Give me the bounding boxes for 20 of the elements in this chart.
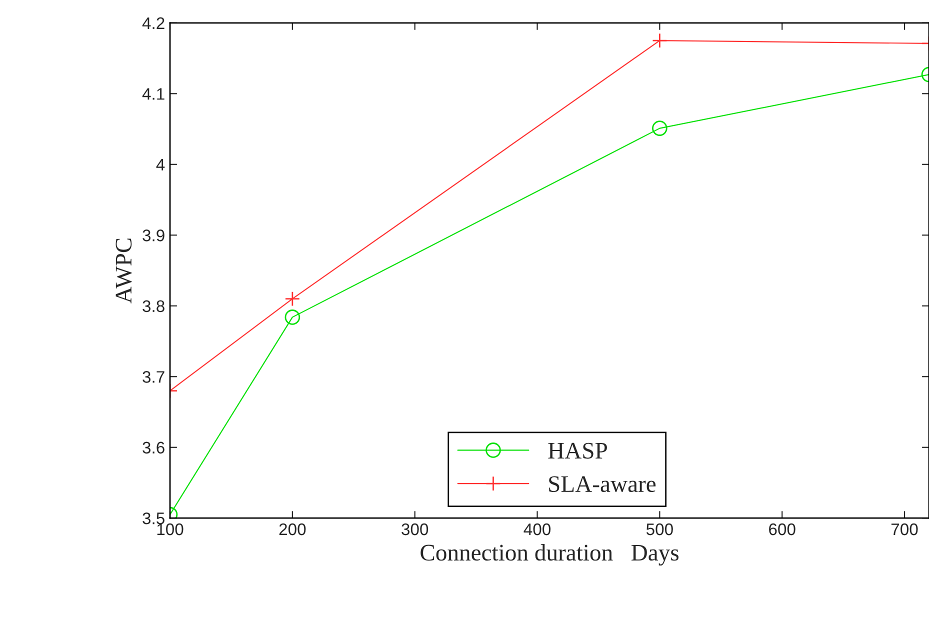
y-tick-label: 4.1 xyxy=(142,88,164,100)
y-axis-title: AWPC xyxy=(116,238,132,304)
point xyxy=(652,120,668,136)
y-tick-label: 3.8 xyxy=(142,300,164,312)
y-tick-label: 3.9 xyxy=(142,230,164,242)
y-tick-label: 3.5 xyxy=(142,512,164,524)
x-tick-label: 100 xyxy=(157,523,184,536)
x-tick-label: 300 xyxy=(402,523,428,536)
legend-label: HASP xyxy=(548,442,607,459)
y-tick-label: 3.7 xyxy=(142,371,164,383)
y-tick-label: 4.2 xyxy=(142,17,164,29)
x-tick-label: 500 xyxy=(646,523,673,536)
x-axis-title: Connection duration Days xyxy=(420,544,678,566)
legend-label: SLA-aware xyxy=(549,476,656,492)
x-tick-label: 200 xyxy=(279,523,306,536)
y-tick-label: 4 xyxy=(156,158,165,170)
x-tick-label: 600 xyxy=(769,523,796,536)
x-tick-label: 700 xyxy=(891,523,918,536)
y-tick-label: 3.6 xyxy=(142,442,164,454)
x-tick-label: 400 xyxy=(524,523,551,536)
